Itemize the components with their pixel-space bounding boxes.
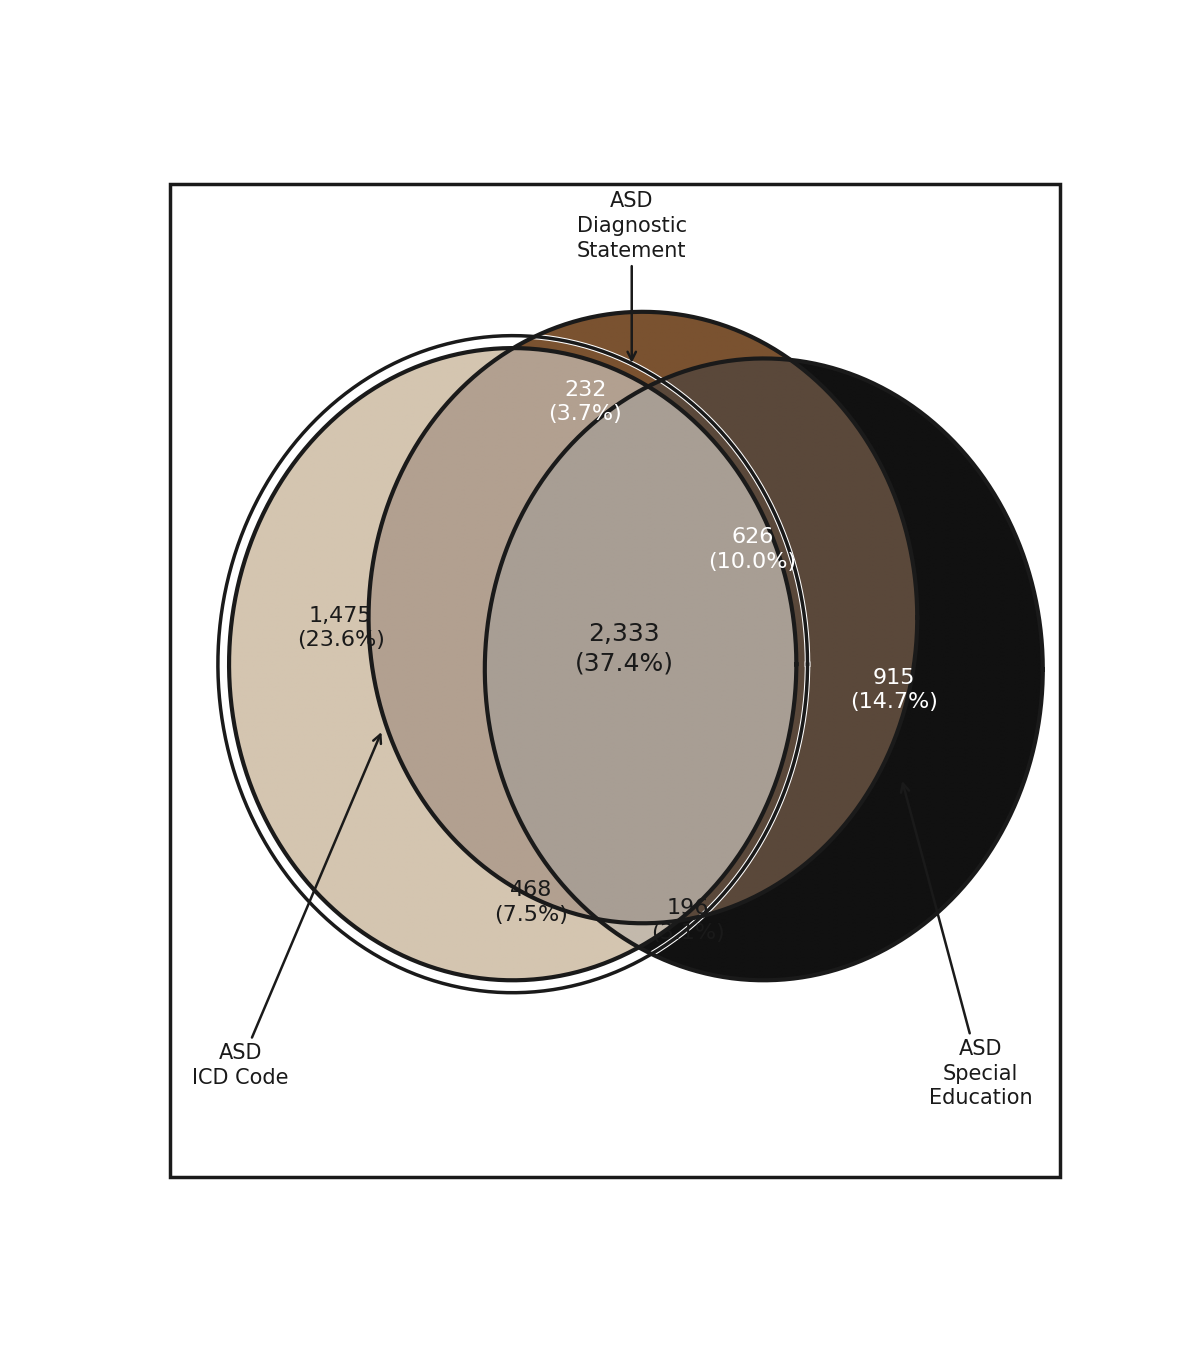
Text: 626
(10.0%): 626 (10.0%) <box>708 526 797 572</box>
Text: 2,333
(37.4%): 2,333 (37.4%) <box>575 622 674 676</box>
Text: 1,475
(23.6%): 1,475 (23.6%) <box>296 606 384 650</box>
Text: 232
(3.7%): 232 (3.7%) <box>548 380 622 424</box>
Text: 468
(7.5%): 468 (7.5%) <box>494 880 569 925</box>
Text: 196
(3.1%): 196 (3.1%) <box>650 898 725 942</box>
Text: ASD
ICD Code: ASD ICD Code <box>192 735 380 1088</box>
Text: ASD
Diagnostic
Statement: ASD Diagnostic Statement <box>577 191 686 361</box>
Text: 915
(14.7%): 915 (14.7%) <box>850 668 938 712</box>
Text: ASD
Special
Education: ASD Special Education <box>901 783 1032 1108</box>
